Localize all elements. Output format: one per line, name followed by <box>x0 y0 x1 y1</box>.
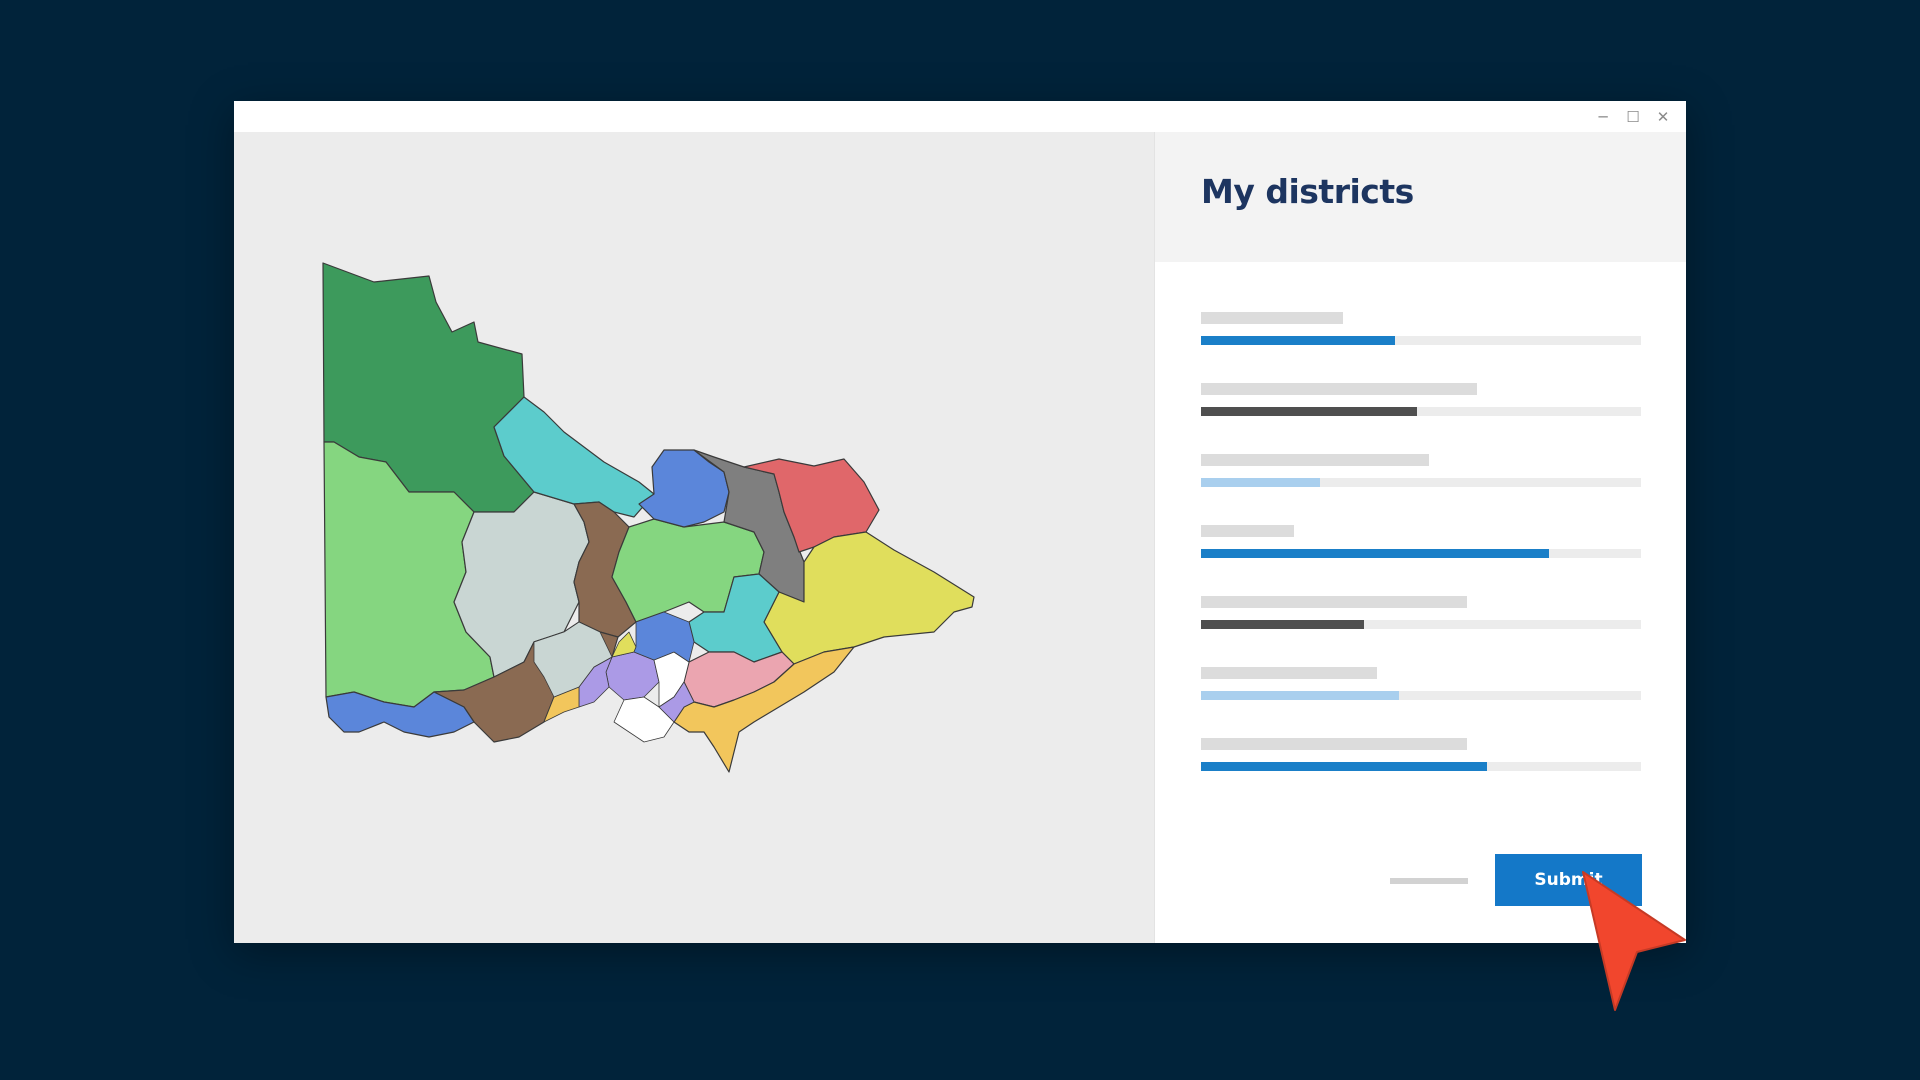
page-title: My districts <box>1201 172 1414 211</box>
district-progress-track <box>1201 691 1641 700</box>
district-row-label-placeholder <box>1201 312 1343 324</box>
minimize-icon[interactable]: ─ <box>1598 108 1608 126</box>
district-orange-southeast[interactable] <box>673 646 855 773</box>
district-row-label-placeholder <box>1201 738 1467 750</box>
maximize-icon[interactable]: ☐ <box>1626 108 1640 126</box>
cursor-pointer-icon <box>1582 871 1686 1011</box>
district-metro-purple-3[interactable] <box>658 681 695 723</box>
district-metro-white-1[interactable] <box>613 696 675 743</box>
district-progress-track <box>1201 336 1641 345</box>
district-progress-track <box>1201 407 1641 416</box>
district-map[interactable] <box>234 132 1154 943</box>
district-progress-fill <box>1201 478 1320 487</box>
district-row[interactable] <box>1201 454 1641 525</box>
app-window: ─ ☐ ✕ <box>234 101 1686 943</box>
district-row-label-placeholder <box>1201 596 1467 608</box>
district-progress-fill <box>1201 549 1549 558</box>
district-progress-track <box>1201 620 1641 629</box>
district-row[interactable] <box>1201 383 1641 454</box>
district-row[interactable] <box>1201 596 1641 667</box>
district-progress-track <box>1201 549 1641 558</box>
district-metro-blue-1[interactable] <box>633 611 695 663</box>
districts-panel: My districts Submit <box>1154 132 1686 943</box>
district-metro-grey-1[interactable] <box>533 621 613 698</box>
district-progress-track <box>1201 478 1641 487</box>
district-row[interactable] <box>1201 738 1641 809</box>
district-progress-fill <box>1201 407 1417 416</box>
district-progress-fill <box>1201 336 1395 345</box>
district-blue-southwest[interactable] <box>325 691 475 738</box>
close-icon[interactable]: ✕ <box>1656 108 1670 126</box>
metro-districts <box>533 611 695 743</box>
secondary-link-placeholder[interactable] <box>1390 878 1468 884</box>
title-bar: ─ ☐ ✕ <box>234 101 1686 132</box>
panel-header: My districts <box>1155 132 1686 262</box>
district-row[interactable] <box>1201 667 1641 738</box>
district-progress-fill <box>1201 691 1399 700</box>
district-row-label-placeholder <box>1201 383 1477 395</box>
district-progress-fill <box>1201 762 1487 771</box>
district-row-label-placeholder <box>1201 525 1294 537</box>
district-metro-yellow-1[interactable] <box>593 631 637 668</box>
district-progress-fill <box>1201 620 1364 629</box>
district-progress-track <box>1201 762 1641 771</box>
district-row[interactable] <box>1201 525 1641 596</box>
district-row-label-placeholder <box>1201 667 1377 679</box>
map-pane <box>234 132 1154 943</box>
district-row[interactable] <box>1201 312 1641 383</box>
district-list <box>1201 312 1641 809</box>
district-row-label-placeholder <box>1201 454 1429 466</box>
window-controls: ─ ☐ ✕ <box>1592 106 1674 128</box>
